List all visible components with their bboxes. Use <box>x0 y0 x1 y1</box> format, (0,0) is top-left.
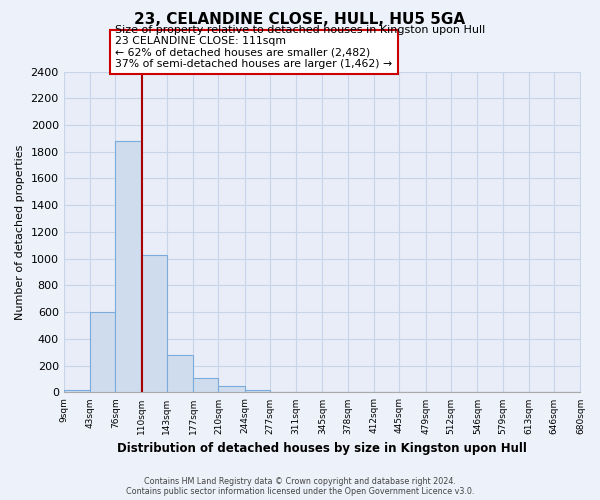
Bar <box>115 141 142 393</box>
Bar <box>167 355 193 393</box>
Y-axis label: Number of detached properties: Number of detached properties <box>15 144 25 320</box>
Bar <box>218 386 245 392</box>
Bar <box>90 312 115 392</box>
Bar <box>142 254 167 392</box>
Text: Size of property relative to detached houses in Kingston upon Hull: Size of property relative to detached ho… <box>115 25 485 35</box>
X-axis label: Distribution of detached houses by size in Kingston upon Hull: Distribution of detached houses by size … <box>117 442 527 455</box>
Bar <box>193 378 218 392</box>
Bar <box>245 390 270 392</box>
Text: 23 CELANDINE CLOSE: 111sqm
← 62% of detached houses are smaller (2,482)
37% of s: 23 CELANDINE CLOSE: 111sqm ← 62% of deta… <box>115 36 392 69</box>
Text: Contains HM Land Registry data © Crown copyright and database right 2024.
Contai: Contains HM Land Registry data © Crown c… <box>126 476 474 496</box>
Text: 23, CELANDINE CLOSE, HULL, HU5 5GA: 23, CELANDINE CLOSE, HULL, HU5 5GA <box>134 12 466 28</box>
Bar <box>64 390 90 392</box>
